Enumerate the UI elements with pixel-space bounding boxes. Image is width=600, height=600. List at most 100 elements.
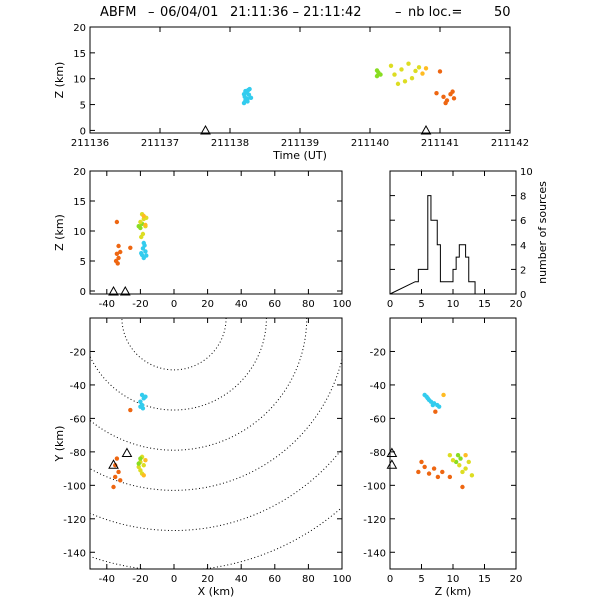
x-tick-label: 10 [447,574,460,585]
data-point [141,240,146,246]
data-point [116,255,121,261]
data-point [144,253,149,258]
x-tick-label: 80 [302,574,315,585]
y-axis-title: Y (km) [53,426,66,463]
data-point [450,89,455,94]
x-tick-label: 211140 [351,138,389,149]
data-point [139,392,145,398]
data-point [413,68,418,74]
x-tick-label: 20 [201,574,214,585]
y-tick-label: 10 [73,75,86,86]
data-point [115,261,120,266]
title-time-range: 21:11:36 – 21:11:42 [230,5,362,20]
data-point [241,92,247,97]
data-point [136,224,141,229]
station-marker [108,459,119,469]
x-tick-label: 100 [332,574,351,585]
histogram-bar [418,269,421,294]
data-point [138,468,143,473]
data-point [143,394,148,399]
data-point [422,464,427,470]
data-point [420,71,425,76]
data-point [447,474,453,480]
histogram-bar [450,282,453,294]
x-tick-label: -40 [99,299,115,310]
histogram-bar [425,269,428,294]
y-tick-label: -40 [70,381,86,392]
y-tick-label: 5 [80,101,86,112]
data-point [399,67,404,72]
histogram-bar [434,220,437,294]
panel-x_y: -40 -20 0 20 40 60 80 100 -140 -120 -100 -80 -60 -40 -… [53,317,352,598]
data-point [441,392,446,398]
y-tick-label: -80 [70,448,86,459]
histogram-bar [431,220,434,294]
y-tick-label: 20 [73,167,86,178]
data-point [447,453,453,458]
y-tick-label: -100 [363,481,386,492]
y-tick-label: -80 [370,448,386,459]
data-point [141,473,146,478]
y-axis-title: Z (km) [53,62,66,99]
data-point [406,61,411,66]
x-tick-label: 100 [332,299,351,310]
x-tick-label: 5 [418,299,424,310]
title-sep-1: – [148,5,155,20]
station-marker [420,124,432,135]
data-point [374,73,380,79]
y-tick-label: 15 [73,49,86,60]
data-point [143,458,148,463]
data-point [136,461,141,466]
title-count-label: nb loc.= [408,5,462,20]
data-point [458,456,463,461]
y-tick-label: -140 [63,548,86,559]
x-axis-title: X (km) [198,585,235,598]
y-tick-label: -100 [63,481,86,492]
data-point [451,96,457,101]
y-tick-label: -120 [63,515,86,526]
data-point [392,72,397,77]
panel-z_y: 0 5 10 15 20 -140 -120 -100 -80 -60 -40 -20 Z (km) [363,317,522,598]
data-point [409,75,415,81]
station-marker [121,447,133,458]
x-tick-label: 0 [171,574,177,585]
data-point [374,68,380,73]
data-point [433,409,438,414]
x-tick-label: 0 [171,299,177,310]
x-tick-label: 211141 [421,138,459,149]
station-marker [386,447,398,458]
x-tick-label: 211138 [211,138,249,149]
x-tick-label: 60 [268,299,281,310]
x-tick-label: 15 [478,574,491,585]
histogram-outline [389,195,516,295]
data-point [463,453,468,458]
station-marker [386,459,398,469]
x-axis-title: Time (UT) [272,149,327,162]
data-point [113,474,118,480]
data-point [114,251,120,256]
histogram-bar [466,257,469,294]
data-point [437,69,443,74]
data-point [402,79,408,84]
data-point [111,484,116,490]
histogram-bar [440,282,443,294]
axes-frame [89,317,343,570]
data-point [118,249,123,255]
title-sep-2: – [395,5,402,20]
x-tick-label: 20 [201,299,214,310]
histogram-bar [469,282,472,294]
data-point [128,407,133,413]
x-tick-label: 15 [478,299,491,310]
histogram-bar [437,245,440,294]
data-point [138,404,143,409]
data-point [114,456,120,461]
data-point [116,243,121,249]
y-tick-label: -120 [363,515,386,526]
axes-frame [389,317,517,570]
data-point [116,469,121,475]
data-point [469,473,475,478]
y-tick-label: 10 [520,167,533,178]
data-point [460,484,465,490]
